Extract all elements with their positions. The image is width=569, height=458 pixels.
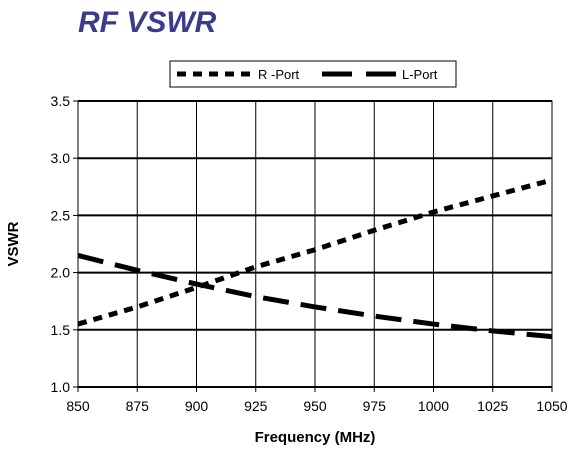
x-tick-label: 925 [244,398,268,414]
y-tick-label: 1.5 [51,322,71,338]
grid-lines [77,100,553,388]
x-axis-title: Frequency (MHz) [255,429,376,446]
y-tick-label: 3.0 [51,150,71,166]
series-line-l-port [77,253,553,340]
x-tick-label: 1025 [477,398,508,414]
tick-labels: 850 875 900 925 950 975 1000 1025 1050 3.5 3.0 2.5 2… [51,93,568,414]
y-tick-label: 3.5 [51,93,71,109]
x-tick-label: 975 [363,398,387,414]
legend-label-r-port: R -Port [258,67,300,82]
y-tick-label: 2.0 [51,265,71,281]
y-tick-label: 2.5 [51,207,71,223]
series-layer [77,177,553,340]
x-tick-label: 1050 [536,398,567,414]
x-tick-label: 850 [66,398,90,414]
legend: R -Port L-Port [169,60,457,88]
y-tick-label: 1.0 [51,379,71,395]
x-tick-label: 950 [303,398,327,414]
chart-title: RF VSWR [78,6,217,39]
x-tick-label: 875 [126,398,150,414]
x-tick-label: 1000 [418,398,449,414]
x-tick-label: 900 [185,398,209,414]
legend-label-l-port: L-Port [402,67,438,82]
series-line-r-port [77,177,553,327]
y-axis-title: VSWR [5,221,22,266]
